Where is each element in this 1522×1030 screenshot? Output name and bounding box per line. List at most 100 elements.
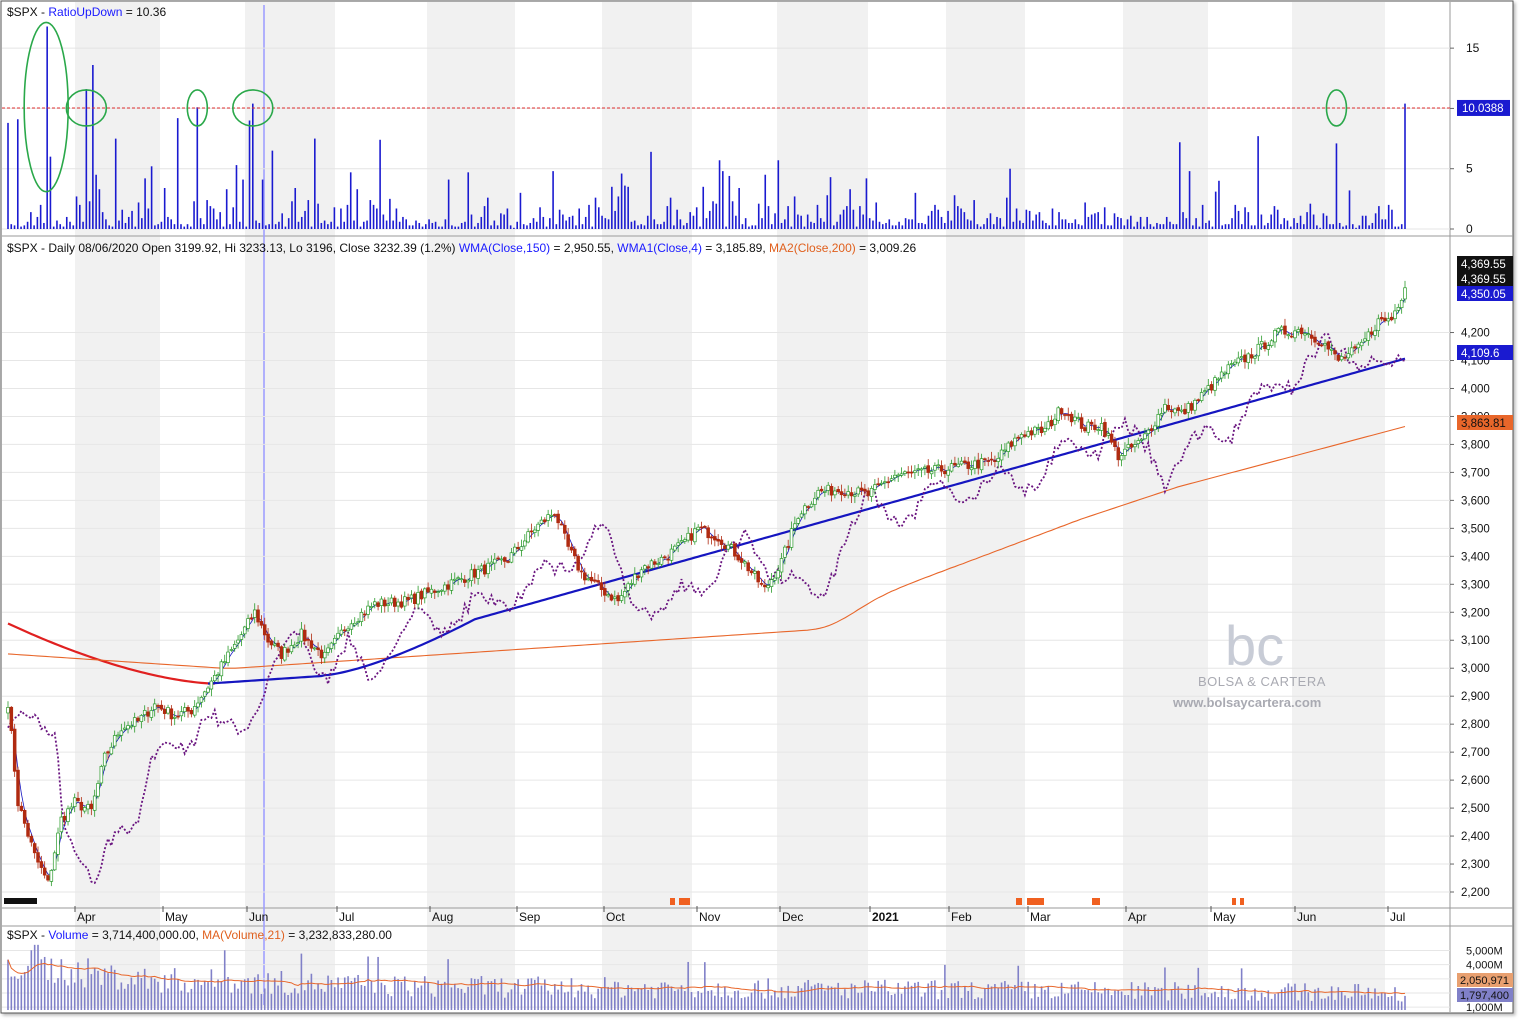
candle-body (332, 637, 337, 644)
candle-body (96, 783, 100, 797)
candle-body (449, 579, 454, 591)
candle-body (933, 465, 937, 471)
highlight-circle (232, 89, 274, 127)
candle-body (959, 460, 964, 465)
candle-body (949, 463, 954, 472)
candle-body (863, 488, 867, 492)
candle-body (403, 596, 407, 607)
candle-body (1393, 310, 1397, 320)
candle-body (833, 490, 837, 496)
candle-body (836, 489, 840, 493)
candle-body (879, 482, 884, 485)
candle-body (169, 708, 174, 720)
candle-body (409, 594, 414, 599)
candle-body (1249, 354, 1254, 359)
candle-body (1349, 347, 1354, 356)
candle-body (9, 706, 14, 731)
x-tick-label: Oct (606, 910, 625, 924)
candle-body (666, 558, 670, 561)
candle-body (753, 570, 757, 574)
candle-body (236, 639, 240, 644)
candle-body (893, 474, 897, 478)
candle-body (779, 558, 784, 573)
candle-body (956, 463, 960, 467)
volume-tick-label: 4,000M (1466, 960, 1503, 972)
event-marker (1016, 898, 1022, 905)
candle-body (269, 640, 274, 646)
event-marker (1240, 898, 1244, 905)
candle-body (119, 730, 124, 736)
candle-body (276, 642, 280, 647)
candle-body (613, 596, 617, 599)
candle-body (252, 609, 257, 618)
x-tick-label: Aug (432, 910, 453, 924)
candle-body (736, 554, 740, 561)
candle-body (749, 570, 754, 574)
candle-body (6, 707, 10, 714)
month-band (1292, 2, 1385, 1006)
candle-body (1229, 363, 1234, 365)
candle-body (349, 623, 354, 630)
candle-body (559, 523, 564, 526)
candle-body (506, 561, 510, 563)
volume-panel (7, 944, 1406, 1010)
candle-body (859, 487, 864, 491)
ratio-indicator-name: RatioUpDown (48, 5, 123, 19)
candle-body (279, 646, 284, 659)
x-tick-label: Jul (339, 910, 354, 924)
candle-body (646, 566, 650, 569)
candle-body (1139, 439, 1144, 441)
candle-body (352, 622, 357, 626)
candle-body (1356, 343, 1361, 349)
x-tick-label: Apr (77, 910, 96, 924)
candle-body (723, 545, 727, 549)
candle-body (336, 632, 340, 639)
candle-body (699, 526, 704, 529)
candle-body (1069, 413, 1074, 423)
candle-body (52, 852, 57, 871)
price-hi-label: Hi (224, 241, 236, 255)
candle-body (39, 861, 44, 868)
candle-body (486, 562, 490, 574)
candle-body (399, 601, 404, 608)
candle-body (326, 647, 330, 653)
event-marker (670, 898, 675, 905)
candle-body (1093, 424, 1097, 430)
candle-body (1289, 335, 1294, 338)
candle-body (129, 725, 134, 728)
month-band (777, 2, 868, 1006)
candle-body (1143, 433, 1147, 440)
candle-body (436, 591, 440, 593)
candle-body (1346, 353, 1351, 359)
candle-body (1049, 419, 1054, 427)
candle-body (763, 584, 767, 588)
candle-body (1223, 372, 1227, 375)
candle-body (583, 572, 587, 581)
candle-body (1146, 429, 1151, 434)
candle-body (819, 488, 824, 492)
candle-body (1039, 426, 1044, 434)
candle-body (829, 485, 834, 496)
candle-body (636, 575, 640, 578)
candle-body (1196, 399, 1201, 401)
candle-body (232, 643, 237, 649)
candle-body (1319, 344, 1324, 347)
price-badge (1457, 415, 1513, 430)
candle-body (239, 634, 244, 640)
candle-body (923, 466, 927, 469)
candle-body (356, 621, 360, 624)
price-open-label: Open (141, 241, 172, 255)
candle-body (1333, 350, 1337, 355)
candle-body (1006, 442, 1010, 452)
wma1-label: WMA1(Close,4) (617, 241, 702, 255)
candle-body (799, 513, 804, 518)
candle-body (726, 544, 730, 550)
candle-body (342, 629, 347, 632)
candle-body (212, 674, 217, 682)
candle-body (192, 706, 197, 716)
candle-body (99, 766, 104, 784)
candle-body (1073, 416, 1077, 421)
price-tick-label: 2,700 (1461, 747, 1490, 759)
candle-body (709, 536, 714, 539)
candle-body (696, 526, 700, 530)
